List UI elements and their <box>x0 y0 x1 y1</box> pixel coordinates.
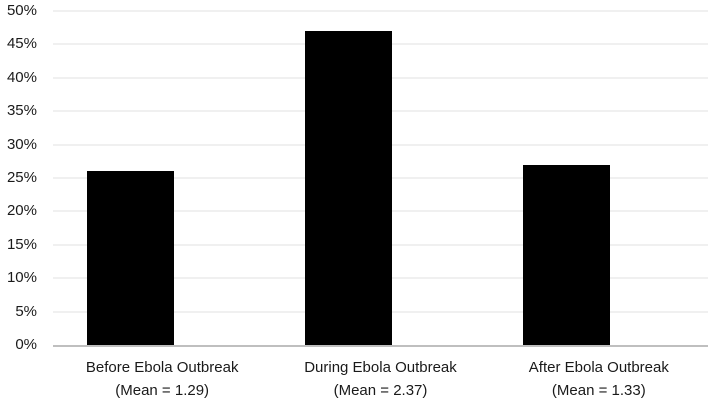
y-axis-tick-label: 10% <box>6 269 37 287</box>
y-axis-tick-label: 30% <box>6 135 37 153</box>
category-name: Before Ebola Outbreak <box>85 359 239 376</box>
category-mean: (Mean = 1.33) <box>551 382 646 399</box>
y-axis: 0% 5% 10% 15% 20% 25% 30% 35% 40% 45% 50% <box>0 2 45 353</box>
y-axis-tick-label: 45% <box>6 35 37 53</box>
y-axis-tick-label: 15% <box>6 235 37 253</box>
x-axis-category-label: During Ebola Outbreak (Mean = 2.37) <box>271 356 489 402</box>
category-name: After Ebola Outbreak <box>528 359 669 376</box>
category-mean: (Mean = 2.37) <box>333 382 428 399</box>
y-axis-tick-label: 50% <box>6 2 37 19</box>
bar-2 <box>305 31 392 345</box>
y-axis-tick-label: 0% <box>15 336 37 353</box>
y-axis-tick-label: 5% <box>15 302 37 320</box>
y-axis-tick-label: 40% <box>6 68 37 86</box>
y-axis-tick-label: 35% <box>6 102 37 120</box>
y-axis-tick-label: 25% <box>6 169 37 186</box>
bar-1 <box>86 171 174 345</box>
category-name: During Ebola Outbreak <box>304 359 457 376</box>
gridline <box>53 10 708 12</box>
plot-area <box>53 10 708 347</box>
x-axis-category-label: Before Ebola Outbreak (Mean = 1.29) <box>53 356 271 402</box>
x-axis-category-label: After Ebola Outbreak (Mean = 1.33) <box>490 356 708 402</box>
y-axis-tick-label: 20% <box>6 202 37 220</box>
bar-3 <box>523 164 611 345</box>
category-mean: (Mean = 1.29) <box>115 382 210 399</box>
x-axis-line <box>53 345 708 347</box>
